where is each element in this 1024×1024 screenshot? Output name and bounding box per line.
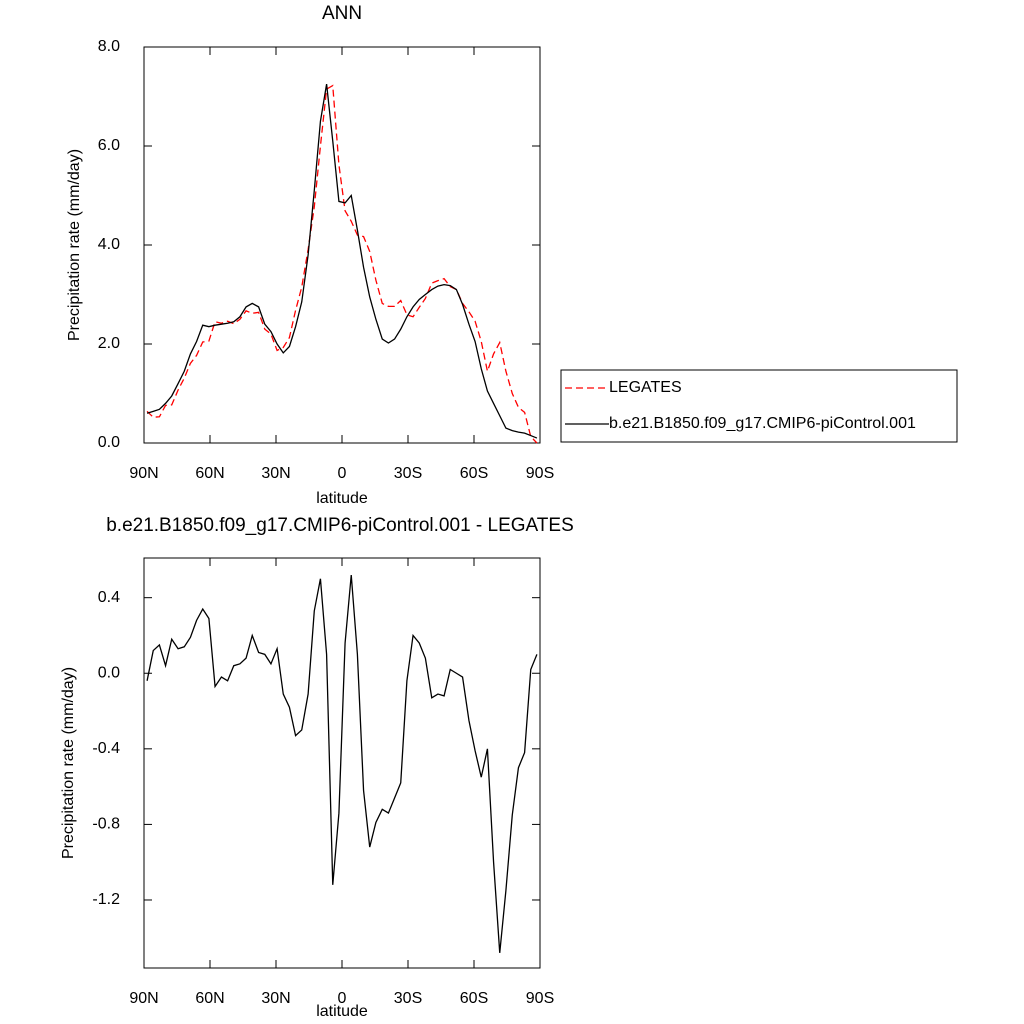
- x-tick-label: 0: [338, 990, 347, 1007]
- y-tick-label: 0.4: [98, 589, 120, 606]
- plot-frame: [143, 46, 541, 444]
- x-tick-label: 0: [338, 465, 347, 482]
- y-tick-label: 2.0: [98, 335, 120, 352]
- y-axis-label: Precipitation rate (mm/day): [60, 667, 77, 859]
- y-tick-label: 4.0: [98, 236, 120, 253]
- x-tick-label: 60N: [195, 465, 224, 482]
- y-tick-label: 0.0: [98, 434, 120, 451]
- data-line: [146, 84, 538, 444]
- x-tick-label: 30N: [261, 990, 290, 1007]
- x-tick-label: 30S: [394, 465, 422, 482]
- x-tick-label: 90S: [526, 465, 554, 482]
- data-line: [146, 84, 538, 439]
- chart-title: ANN: [322, 3, 362, 24]
- data-line: [146, 574, 538, 953]
- legend-label: LEGATES: [609, 379, 682, 396]
- y-tick-label: -0.4: [92, 740, 120, 757]
- x-tick-label: 90N: [129, 465, 158, 482]
- x-tick-label: 60N: [195, 990, 224, 1007]
- y-tick-label: 0.0: [98, 664, 120, 681]
- legend-box: [560, 369, 958, 443]
- x-tick-label: 90S: [526, 990, 554, 1007]
- y-axis-label: Precipitation rate (mm/day): [66, 149, 83, 341]
- x-axis-label: latitude: [316, 490, 368, 507]
- y-tick-label: -1.2: [92, 891, 120, 908]
- y-tick-label: -0.8: [92, 816, 120, 833]
- x-tick-label: 60S: [460, 990, 488, 1007]
- x-tick-label: 30S: [394, 990, 422, 1007]
- x-axis-label: latitude: [316, 1003, 368, 1020]
- x-tick-label: 60S: [460, 465, 488, 482]
- chart-title: b.e21.B1850.f09_g17.CMIP6-piControl.001 …: [106, 515, 574, 536]
- x-tick-label: 30N: [261, 465, 290, 482]
- x-tick-label: 90N: [129, 990, 158, 1007]
- y-tick-label: 8.0: [98, 38, 120, 55]
- plot-frame: [143, 557, 541, 969]
- y-tick-label: 6.0: [98, 137, 120, 154]
- legend-label: b.e21.B1850.f09_g17.CMIP6-piControl.001: [609, 415, 916, 432]
